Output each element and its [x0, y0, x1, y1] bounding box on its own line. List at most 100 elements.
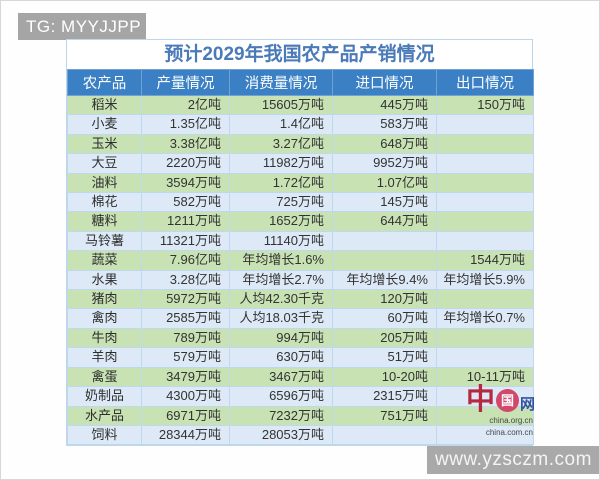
data-table: 农产品 产量情况 消费量情况 进口情况 出口情况 稻米 2亿吨 15605万吨 445万吨 15…: [67, 69, 534, 446]
cell-value: 人均18.03千克: [229, 308, 333, 329]
cell-value: 145万吨: [332, 192, 437, 213]
cell-value: 人均42.30千克: [229, 289, 333, 310]
cell-value: 15605万吨: [229, 94, 333, 116]
cell-product: 稻米: [67, 94, 142, 116]
cell-product: 蔬菜: [67, 250, 142, 271]
cell-value: 60万吨: [332, 308, 437, 329]
column-header: 消费量情况: [229, 69, 333, 96]
cell-value: 11982万吨: [229, 153, 333, 174]
table-row: 油料 3594万吨 1.72亿吨 1.07亿吨: [67, 172, 534, 194]
cell-product: 大豆: [67, 153, 142, 174]
table-title: 预计2029年我国农产品产销情况: [67, 40, 532, 69]
cell-value: [436, 289, 534, 310]
cell-value: 3467万吨: [229, 366, 333, 388]
cell-product: 猪肉: [67, 289, 142, 310]
cell-value: [332, 424, 437, 446]
cell-value: 年均增长0.7%: [436, 308, 534, 329]
table-row: 大豆 2220万吨 11982万吨 9952万吨: [67, 153, 534, 174]
cell-value: [436, 424, 534, 446]
table-row: 水果 3.28亿吨 年均增长2.7% 年均增长9.4% 年均增长5.9%: [67, 269, 534, 291]
cell-value: 1.4亿吨: [229, 114, 333, 135]
logo-domain-line1: china.org.cn: [489, 416, 533, 425]
table-row: 糖料 1211万吨 1652万吨 644万吨: [67, 211, 534, 232]
table-row: 棉花 582万吨 725万吨 145万吨: [67, 192, 534, 213]
cell-value: [436, 327, 534, 349]
cell-value: 3.38亿吨: [141, 133, 230, 155]
cell-value: 10-20吨: [332, 366, 437, 388]
column-header: 出口情况: [436, 69, 534, 96]
logo-domain-line2: china.com.cn: [485, 427, 533, 437]
cell-value: 年均增长5.9%: [436, 269, 534, 291]
table-row: 稻米 2亿吨 15605万吨 445万吨 150万吨: [67, 94, 534, 116]
cell-value: 205万吨: [332, 327, 437, 349]
cell-value: 年均增长2.7%: [229, 269, 333, 291]
cell-value: 3.27亿吨: [229, 133, 333, 155]
cell-product: 奶制品: [67, 386, 142, 407]
cell-value: 6971万吨: [141, 405, 230, 426]
table-header-row: 农产品 产量情况 消费量情况 进口情况 出口情况: [67, 69, 534, 96]
table-row: 禽蛋 3479万吨 3467万吨 10-20吨 10-11万吨: [67, 366, 534, 388]
cell-value: 445万吨: [332, 94, 437, 116]
cell-value: [436, 153, 534, 174]
cell-value: [332, 250, 437, 271]
cell-product: 棉花: [67, 192, 142, 213]
table-row: 饲料 28344万吨 28053万吨: [67, 424, 534, 446]
logo-zhong-glyph: 中: [465, 382, 495, 416]
table-row: 牛肉 789万吨 994万吨 205万吨: [67, 327, 534, 349]
cell-product: 饲料: [67, 424, 142, 446]
cell-product: 水产品: [67, 405, 142, 426]
cell-value: 3479万吨: [141, 366, 230, 388]
china-org-logo-mark: 中 国 网: [443, 385, 535, 414]
cell-value: 7.96亿吨: [141, 250, 230, 271]
cell-value: 3594万吨: [141, 172, 230, 194]
cell-value: [332, 230, 437, 252]
cell-value: 10-11万吨: [436, 366, 534, 388]
site-watermark: www.yzsczm.com: [427, 446, 599, 474]
cell-value: 789万吨: [141, 327, 230, 349]
column-header: 产量情况: [141, 69, 230, 96]
cell-value: 2585万吨: [141, 308, 230, 329]
cell-value: 1.07亿吨: [332, 172, 437, 194]
cell-value: 725万吨: [229, 192, 333, 213]
production-table: 预计2029年我国农产品产销情况 农产品 产量情况 消费量情况 进口情况 出口情况 稻米…: [66, 39, 534, 447]
cell-value: 6596万吨: [229, 386, 333, 407]
cell-value: 120万吨: [332, 289, 437, 310]
cell-value: 年均增长9.4%: [332, 269, 437, 291]
cell-value: 1544万吨: [436, 250, 534, 271]
cell-value: 9952万吨: [332, 153, 437, 174]
column-header: 农产品: [67, 69, 142, 96]
cell-value: 630万吨: [229, 347, 333, 368]
cell-value: 150万吨: [436, 94, 534, 116]
cell-product: 糖料: [67, 211, 142, 232]
cell-product: 油料: [67, 172, 142, 194]
cell-value: 7232万吨: [229, 405, 333, 426]
table-row: 玉米 3.38亿吨 3.27亿吨 648万吨: [67, 133, 534, 155]
cell-product: 禽蛋: [67, 366, 142, 388]
cell-value: 51万吨: [332, 347, 437, 368]
cell-value: 2220万吨: [141, 153, 230, 174]
cell-value: [436, 133, 534, 155]
cell-value: 582万吨: [141, 192, 230, 213]
cell-value: 28344万吨: [141, 424, 230, 446]
table-row: 猪肉 5972万吨 人均42.30千克 120万吨: [67, 289, 534, 310]
cell-value: [436, 211, 534, 232]
cell-value: 1.72亿吨: [229, 172, 333, 194]
logo-guo-circle: 国: [495, 389, 519, 412]
cell-product: 小麦: [67, 114, 142, 135]
cell-value: 751万吨: [332, 405, 437, 426]
cell-product: 水果: [67, 269, 142, 291]
cell-value: 994万吨: [229, 327, 333, 349]
cell-product: 牛肉: [67, 327, 142, 349]
cell-value: 1.35亿吨: [141, 114, 230, 135]
cell-value: 648万吨: [332, 133, 437, 155]
cell-value: 1211万吨: [141, 211, 230, 232]
cell-value: [436, 114, 534, 135]
cell-value: 4300万吨: [141, 386, 230, 407]
cell-value: 579万吨: [141, 347, 230, 368]
table-row: 禽肉 2585万吨 人均18.03千克 60万吨 年均增长0.7%: [67, 308, 534, 329]
cell-value: 11140万吨: [229, 230, 333, 252]
cell-product: 羊肉: [67, 347, 142, 368]
cell-value: 2亿吨: [141, 94, 230, 116]
cell-value: 1652万吨: [229, 211, 333, 232]
